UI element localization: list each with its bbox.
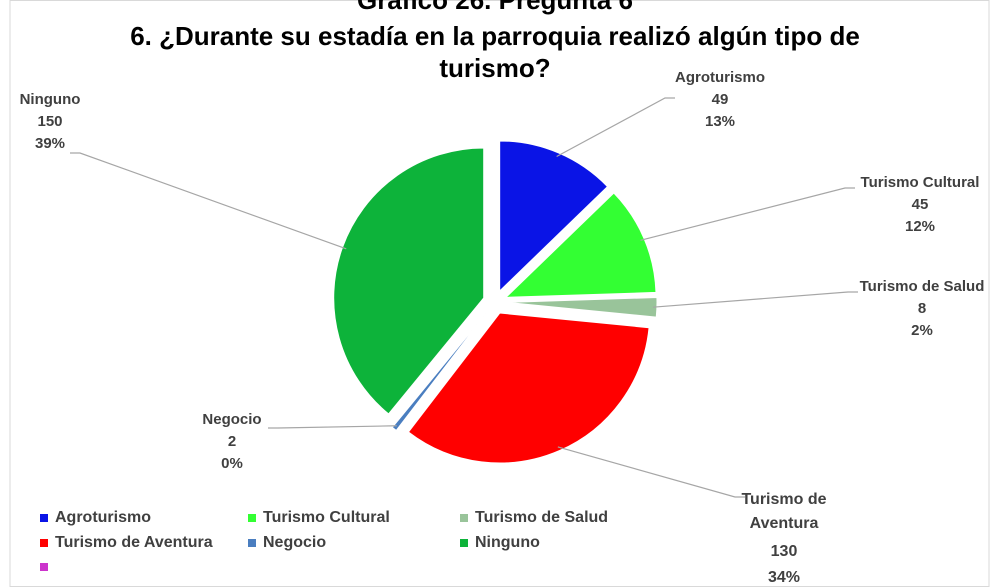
legend-label: Turismo Cultural [263, 509, 390, 526]
legend-swatch [460, 539, 468, 547]
data-label-value: 150 [37, 113, 62, 130]
chart-title: 6. ¿Durante su estadía en la parroquia r… [130, 21, 860, 83]
leader-line [652, 291, 858, 308]
pie-slice [499, 140, 609, 293]
legend-label: Ninguno [475, 534, 540, 551]
data-label-category: Turismo de Salud [860, 278, 985, 295]
leader-line [268, 425, 397, 429]
legend-swatch [460, 514, 468, 522]
data-label-category: Agroturismo [675, 69, 765, 86]
data-label-value: 130 [771, 543, 798, 560]
data-label-value: 45 [912, 196, 929, 213]
leader-line [640, 187, 855, 241]
legend-swatch [40, 563, 48, 571]
data-label-percent: 39% [35, 135, 65, 152]
data-label-percent: 34% [768, 569, 800, 586]
pie-slice [407, 312, 650, 464]
leader-line [70, 152, 347, 250]
legend-label: Negocio [263, 534, 326, 551]
legend-label: Turismo de Aventura [55, 534, 213, 551]
legend-label: Agroturismo [55, 509, 151, 526]
data-label-percent: 0% [221, 455, 243, 472]
data-label-category: Turismo Cultural [861, 174, 980, 191]
data-label-percent: 12% [905, 218, 935, 235]
chart-border [9, 0, 990, 587]
leader-line [557, 446, 745, 498]
legend-swatch [248, 539, 256, 547]
data-label-value: 8 [918, 300, 926, 317]
legend-label: Turismo de Salud [475, 509, 608, 526]
data-label-percent: 13% [705, 113, 735, 130]
leader-line [556, 97, 675, 158]
data-label-category: Ninguno [20, 91, 81, 108]
pie-slice [391, 311, 488, 432]
legend-swatch [248, 514, 256, 522]
data-label-value: 2 [228, 433, 236, 450]
data-label-category: Turismo de Aventura [741, 491, 826, 532]
data-label-category: Negocio [202, 411, 261, 428]
legend-swatch [40, 539, 48, 547]
data-label-percent: 2% [911, 322, 933, 339]
legend-swatch [40, 514, 48, 522]
chart-caption: Gráfico 26. Pregunta 6 [357, 0, 633, 15]
data-label-value: 49 [712, 91, 729, 108]
